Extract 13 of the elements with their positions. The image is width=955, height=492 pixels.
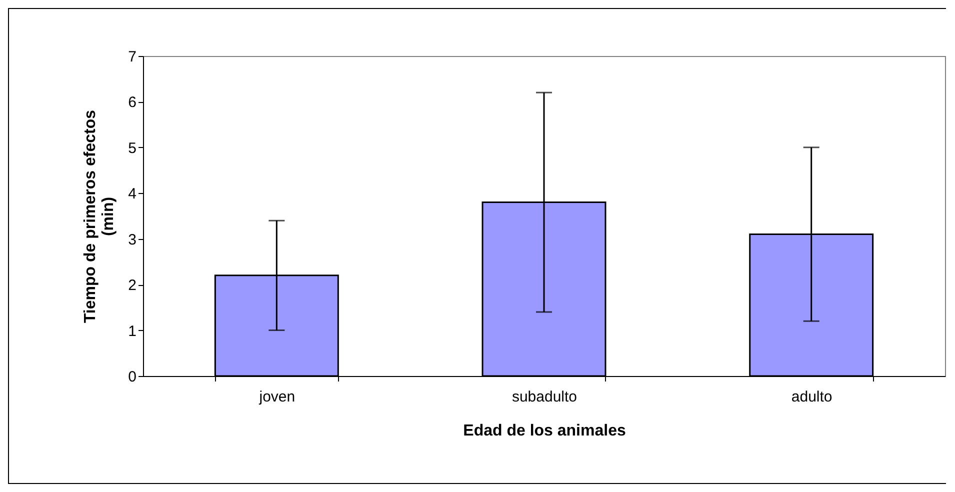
- y-tick-label: 7: [128, 48, 136, 66]
- y-axis-title: Tiempo de primeros efectos (min): [82, 110, 118, 324]
- x-tick-label: joven: [258, 388, 296, 406]
- y-tick-label: 0: [128, 368, 136, 386]
- x-tick-label: subadulto: [512, 388, 578, 406]
- y-tick-label: 4: [128, 186, 136, 203]
- y-tick-label: 6: [128, 94, 136, 112]
- y-tick-label: 1: [128, 322, 136, 340]
- x-axis-title: Edad de los animales: [463, 422, 626, 440]
- x-tick-label: adulto: [791, 388, 832, 406]
- y-tick-label: 2: [128, 277, 136, 294]
- y-tick-label: 5: [128, 140, 136, 157]
- y-tick-label: 3: [128, 231, 136, 248]
